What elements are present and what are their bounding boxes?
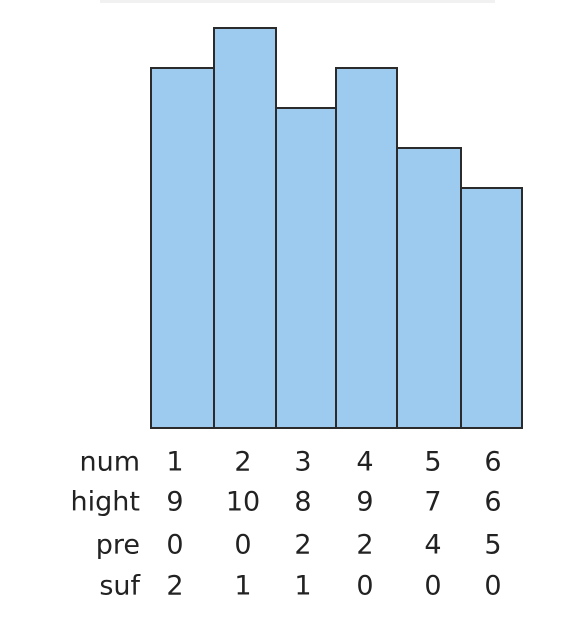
bar [335,67,398,429]
cell-value: 2 [356,530,373,561]
cell-value: 5 [484,530,501,561]
cell-value: 9 [356,487,373,518]
row-label: hight [71,487,140,518]
cell-value: 7 [424,487,441,518]
cell-value: 1 [166,447,183,478]
cell-value: 6 [484,447,501,478]
row-label: suf [99,571,141,602]
top-edge [100,0,495,3]
cell-value: 8 [294,487,311,518]
cell-value: 9 [166,487,183,518]
bar [213,27,277,429]
cell-value: 5 [424,447,441,478]
cell-value: 2 [294,530,311,561]
cell-value: 4 [356,447,373,478]
cell-value: 6 [484,487,501,518]
bar [150,67,215,429]
cell-value: 0 [424,571,441,602]
cell-value: 0 [234,530,251,561]
cell-value: 0 [166,530,183,561]
cell-value: 2 [234,447,251,478]
cell-value: 2 [166,571,183,602]
row-label: num [79,447,140,478]
bar [396,147,462,429]
bar [275,107,337,429]
cell-value: 0 [484,571,501,602]
row-label: pre [96,530,140,561]
cell-value: 4 [424,530,441,561]
bar [460,187,523,429]
cell-value: 0 [356,571,373,602]
cell-value: 1 [234,571,251,602]
cell-value: 10 [226,487,260,518]
cell-value: 3 [294,447,311,478]
cell-value: 1 [294,571,311,602]
